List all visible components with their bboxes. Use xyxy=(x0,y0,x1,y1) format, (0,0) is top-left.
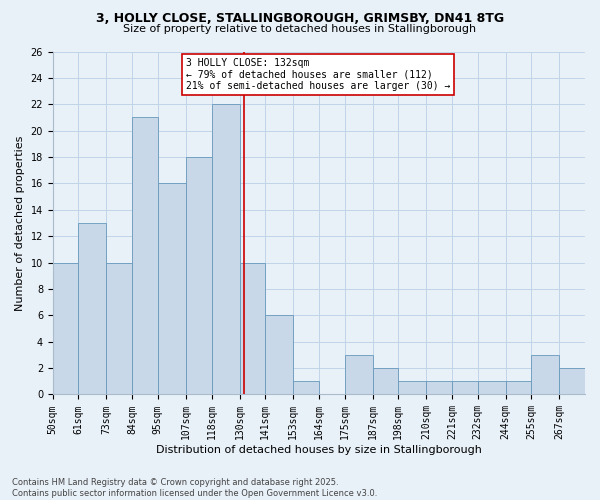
Bar xyxy=(293,382,319,394)
Bar xyxy=(79,223,106,394)
Text: Contains HM Land Registry data © Crown copyright and database right 2025.
Contai: Contains HM Land Registry data © Crown c… xyxy=(12,478,377,498)
Bar xyxy=(426,382,452,394)
Bar xyxy=(532,355,559,395)
Bar xyxy=(239,262,265,394)
Bar xyxy=(506,382,532,394)
Bar xyxy=(344,355,373,395)
X-axis label: Distribution of detached houses by size in Stallingborough: Distribution of detached houses by size … xyxy=(156,445,482,455)
Y-axis label: Number of detached properties: Number of detached properties xyxy=(15,136,25,310)
Bar xyxy=(398,382,426,394)
Text: Size of property relative to detached houses in Stallingborough: Size of property relative to detached ho… xyxy=(124,24,476,34)
Bar xyxy=(158,184,186,394)
Bar xyxy=(132,118,158,394)
Bar xyxy=(452,382,478,394)
Bar xyxy=(559,368,585,394)
Text: 3, HOLLY CLOSE, STALLINGBOROUGH, GRIMSBY, DN41 8TG: 3, HOLLY CLOSE, STALLINGBOROUGH, GRIMSBY… xyxy=(96,12,504,26)
Bar xyxy=(478,382,506,394)
Text: 3 HOLLY CLOSE: 132sqm
← 79% of detached houses are smaller (112)
21% of semi-det: 3 HOLLY CLOSE: 132sqm ← 79% of detached … xyxy=(186,58,450,92)
Bar xyxy=(53,262,79,394)
Bar xyxy=(212,104,239,395)
Bar xyxy=(186,157,212,394)
Bar xyxy=(373,368,398,394)
Bar xyxy=(106,262,132,394)
Bar xyxy=(265,316,293,394)
